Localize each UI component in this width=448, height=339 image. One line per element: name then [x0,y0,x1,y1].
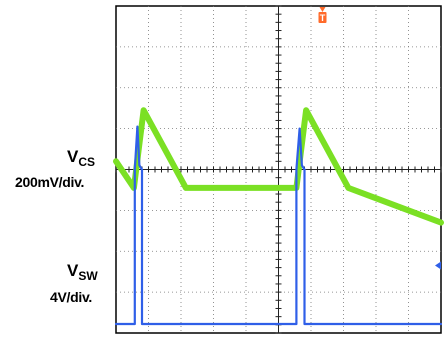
vsw-label-main: V [67,261,79,280]
vsw-label-sub: SW [78,269,98,283]
vcs-label-main: V [67,147,79,166]
traces [113,107,444,326]
vsw-scale-label: 4V/div. [50,289,92,305]
vcs-scale-label: 200mV/div. [15,174,85,190]
vcs-channel-label: VCS [67,147,95,168]
trigger-marker-box [318,12,327,23]
trace-vsw [114,125,443,326]
markers: T [318,7,441,270]
graticule [115,5,442,334]
trigger-position-arrow-icon [319,7,326,12]
trigger-marker-label: T [320,13,326,23]
vcs-label-sub: CS [78,155,96,169]
trigger-level-arrow-icon [435,261,441,270]
vsw-channel-label: VSW [67,261,98,282]
